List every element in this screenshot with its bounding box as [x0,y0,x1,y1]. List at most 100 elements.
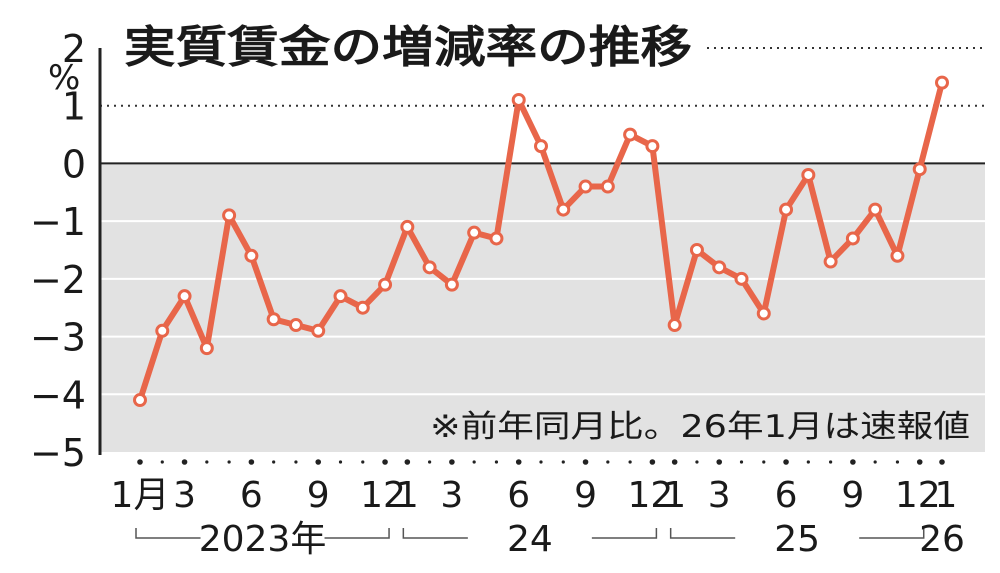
x-tick-dot [850,459,856,465]
x-tick-dot [561,460,565,464]
year-label: 2023年 [199,519,327,560]
x-tick-label: 3 [173,475,196,516]
x-tick-dot [695,460,699,464]
y-tick-label: 2 [62,27,86,71]
x-tick-label: 3 [708,475,731,516]
data-point [244,248,259,263]
x-tick-dot [315,459,322,465]
x-tick-dot [939,459,945,465]
title-background [112,14,702,76]
year-bracket [402,528,468,539]
data-point [845,231,860,246]
chart-title: 実質賃金の増減率の推移 [124,22,692,73]
data-point [177,289,192,304]
x-tick-label: 9 [307,475,330,516]
x-tick-dot [248,459,255,465]
year-bracket [591,528,658,539]
x-tick-dot [628,460,632,464]
year-bracket [324,528,390,539]
data-point [444,277,459,292]
x-tick-dot [671,459,678,465]
x-tick-dot [428,460,432,464]
y-tick-label: −1 [30,200,86,244]
data-point [266,312,281,327]
data-point [689,243,704,257]
x-tick-dot [829,460,833,464]
data-point [600,179,615,194]
data-point [912,162,927,177]
data-point [511,92,526,107]
data-point [756,306,771,321]
x-tick-dot [494,460,499,464]
data-point [467,225,482,240]
data-point [868,202,883,217]
negative-region-band [100,163,985,452]
data-point [534,139,548,154]
x-tick-labels: 1月 3 6 9 121 3 6 9 121 3 6 9 121 [111,475,958,516]
y-tick-label: −2 [30,258,86,302]
data-point [333,289,348,304]
x-tick-dot [160,460,164,464]
x-tick-dot [762,460,766,464]
x-tick-dot [205,460,209,464]
x-tick-dot [649,459,656,465]
x-tick-dot [895,460,900,464]
x-tick-label: 6 [240,475,263,516]
x-tick-label: 1 [396,475,419,516]
x-tick-dot [449,459,455,465]
data-point [378,277,393,292]
y-tick-label: −4 [30,373,86,417]
data-point [222,208,237,223]
x-tick-dot [294,460,298,464]
data-point [667,318,682,333]
data-point [155,323,170,338]
x-tick-label: 12 [627,475,673,516]
x-tick-dot [338,460,343,464]
x-tick-dot [873,460,877,464]
data-point [311,323,326,338]
x-tick-dot [181,459,188,465]
y-tick-label: −5 [30,431,86,475]
year-group-labels: 2023年 24 25 26 [135,519,965,560]
unit-label: % [48,58,80,98]
x-tick-label: 3 [440,475,463,516]
year-label: 24 [507,519,553,560]
year-bracket [669,528,736,539]
note-background [422,404,978,446]
y-tick-labels: 2 1 0 −1 −2 −3 −4 −5 [30,27,86,475]
data-point [400,219,415,234]
data-point [712,260,727,275]
x-tick-dot [227,460,231,464]
data-point [422,260,437,275]
x-tick-dots [137,459,945,465]
x-tick-dot [382,459,388,465]
year-label: 26 [919,519,965,560]
x-tick-dot [783,459,789,465]
x-tick-label: 1 [663,475,686,516]
x-tick-label: 6 [507,475,530,516]
y-tick-label: 1 [62,85,86,129]
x-tick-dot [539,460,543,464]
chart-note: ※前年同月比。26年1月は速報値 [430,409,970,445]
year-label: 25 [774,519,820,560]
data-point [801,167,816,182]
data-point [288,318,303,333]
data-point [645,139,660,154]
x-tick-dot [606,460,610,464]
x-tick-label: 6 [775,475,798,516]
x-tick-label: 9 [574,475,597,516]
data-point [823,254,838,269]
x-tick-dot [404,459,411,465]
data-point [556,202,571,217]
y-tick-label: 0 [62,142,86,186]
x-tick-dot [716,459,723,465]
x-tick-label: 9 [841,475,864,516]
y-tick-label: −3 [30,316,86,360]
gridlines [100,47,985,396]
x-tick-dot [361,460,365,464]
x-tick-dot [582,459,589,465]
data-point [199,341,214,356]
x-tick-label: 12 [360,475,406,516]
data-point [578,179,593,194]
